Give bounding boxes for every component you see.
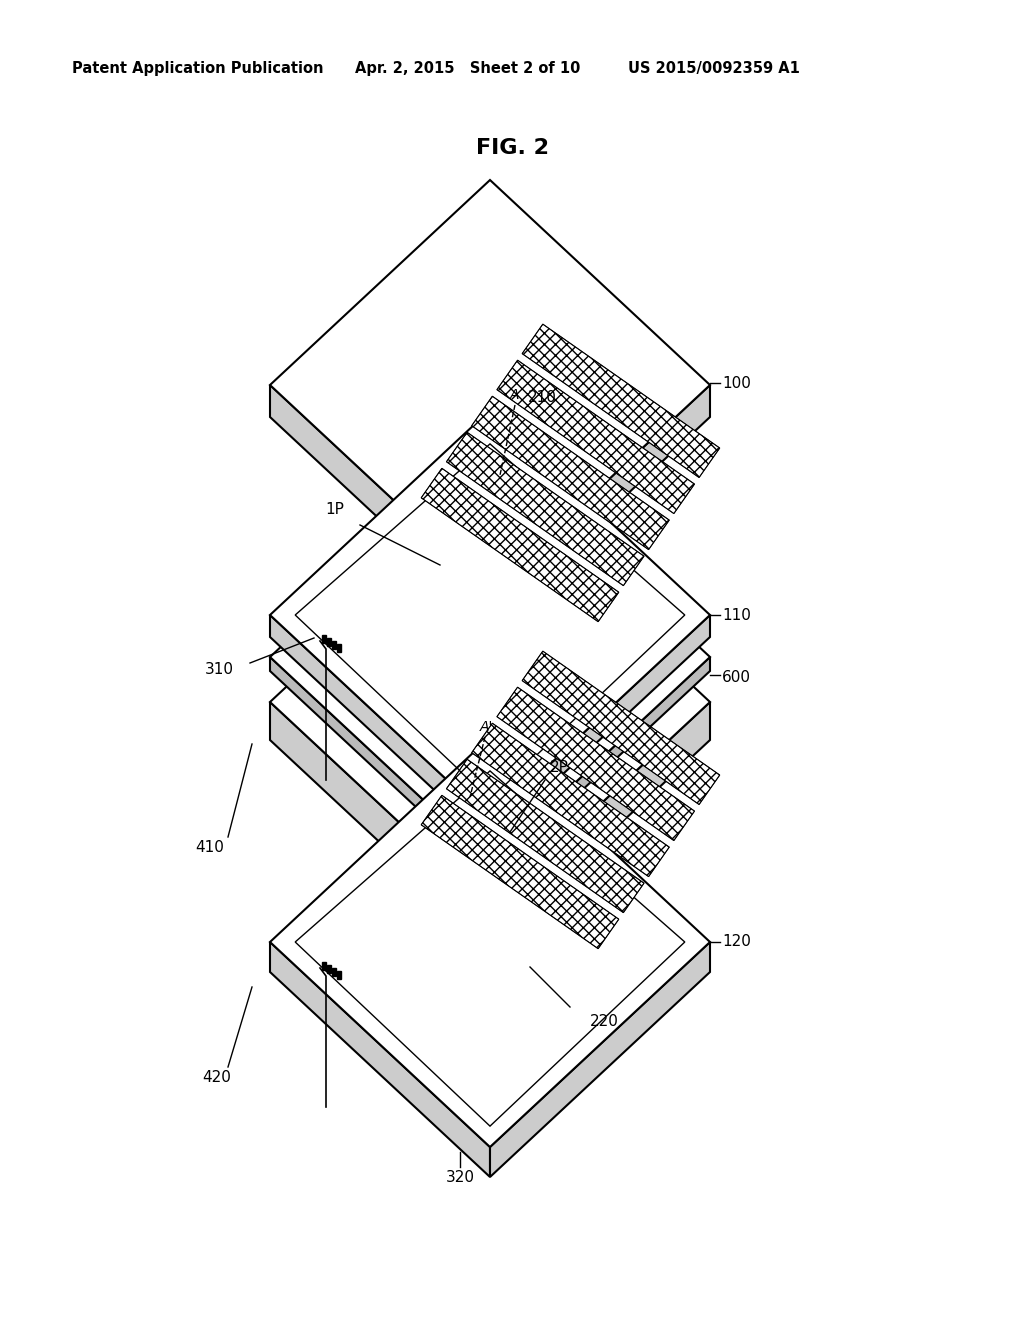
- Text: US 2015/0092359 A1: US 2015/0092359 A1: [628, 61, 800, 75]
- Bar: [327, 965, 331, 973]
- Bar: [337, 972, 341, 979]
- Polygon shape: [522, 325, 720, 478]
- Polygon shape: [446, 759, 644, 912]
- Polygon shape: [497, 360, 694, 513]
- Polygon shape: [270, 451, 710, 862]
- Polygon shape: [472, 723, 670, 876]
- Text: 310: 310: [205, 663, 234, 677]
- Polygon shape: [270, 385, 490, 622]
- Polygon shape: [490, 657, 710, 876]
- Bar: [337, 644, 341, 652]
- Text: 220: 220: [590, 1015, 618, 1030]
- Text: 2P: 2P: [550, 759, 569, 775]
- Polygon shape: [270, 615, 490, 842]
- Polygon shape: [270, 498, 710, 907]
- Polygon shape: [522, 651, 720, 804]
- Bar: [327, 638, 331, 645]
- Polygon shape: [270, 180, 710, 590]
- Text: A': A': [480, 719, 494, 734]
- Polygon shape: [270, 942, 490, 1177]
- Bar: [332, 968, 336, 975]
- Polygon shape: [270, 657, 490, 876]
- Text: 1P: 1P: [325, 503, 344, 517]
- Text: 600: 600: [722, 669, 751, 685]
- Polygon shape: [472, 396, 670, 549]
- Text: 210: 210: [528, 389, 557, 404]
- Text: Patent Application Publication: Patent Application Publication: [72, 61, 324, 75]
- Text: 120: 120: [722, 935, 751, 949]
- Polygon shape: [270, 702, 490, 945]
- Polygon shape: [270, 411, 710, 820]
- Bar: [332, 642, 336, 649]
- Text: FIG. 2: FIG. 2: [475, 139, 549, 158]
- Text: 110: 110: [722, 607, 751, 623]
- Polygon shape: [446, 432, 644, 586]
- Polygon shape: [497, 688, 694, 841]
- Polygon shape: [490, 702, 710, 945]
- Text: Apr. 2, 2015   Sheet 2 of 10: Apr. 2, 2015 Sheet 2 of 10: [355, 61, 581, 75]
- Text: 320: 320: [445, 1170, 474, 1184]
- Text: A: A: [510, 388, 519, 403]
- Polygon shape: [270, 737, 710, 1147]
- Bar: [322, 962, 326, 970]
- Polygon shape: [421, 796, 618, 949]
- Polygon shape: [490, 942, 710, 1177]
- Polygon shape: [490, 385, 710, 622]
- Bar: [322, 635, 326, 643]
- Text: 410: 410: [195, 840, 224, 854]
- Text: 100: 100: [722, 375, 751, 391]
- Polygon shape: [490, 615, 710, 842]
- Polygon shape: [421, 469, 618, 622]
- Text: 420: 420: [202, 1069, 230, 1085]
